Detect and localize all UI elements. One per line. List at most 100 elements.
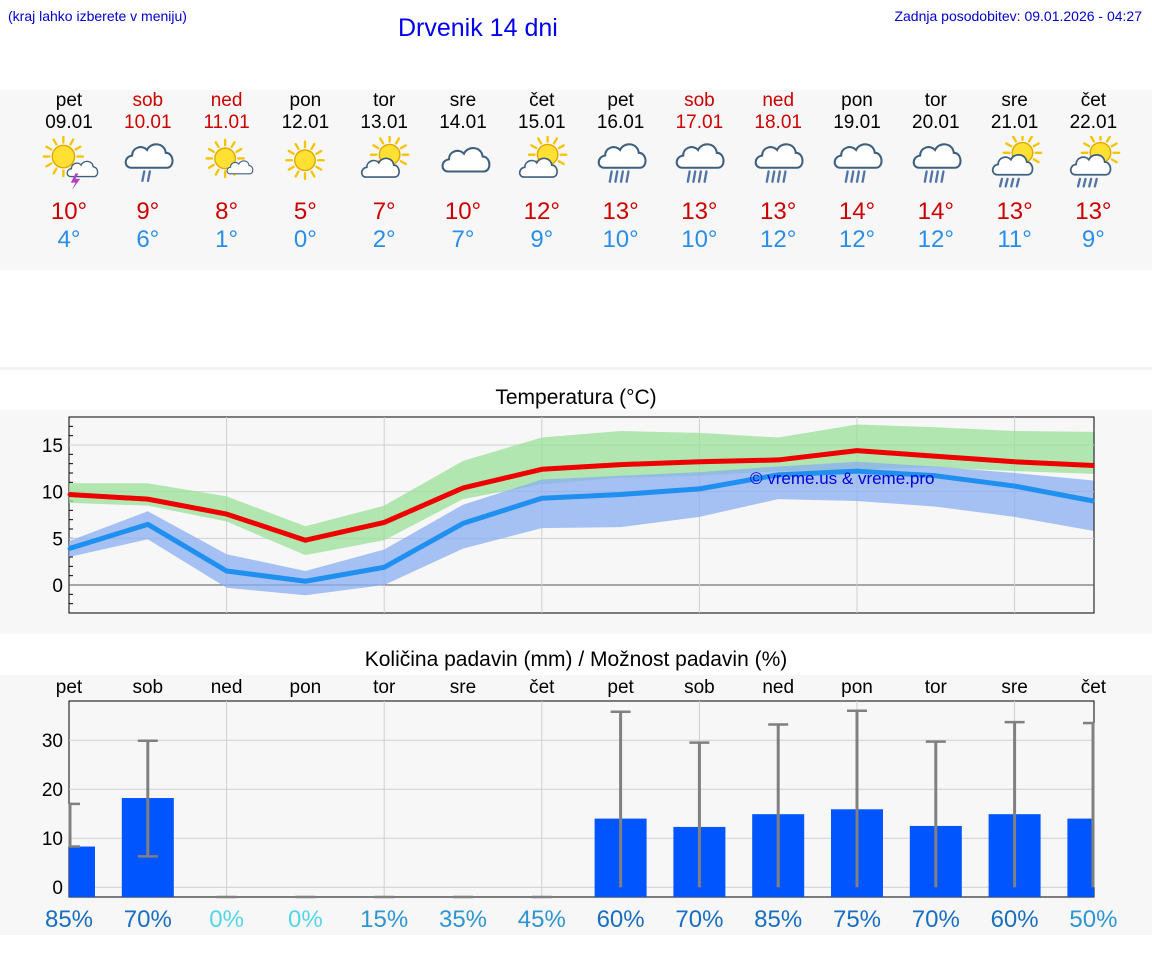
day-date: 12.01 [281, 112, 330, 133]
day-column: sre 14.01 10° 7° [423, 90, 503, 254]
precip-probability: 50% [1069, 906, 1117, 933]
max-temp-point [67, 492, 71, 496]
precip-probability: 45% [518, 906, 566, 933]
day-date: 15.01 [518, 112, 566, 133]
day-column: ned 18.01 13° 12° [738, 90, 818, 254]
day-name: pet [55, 90, 83, 111]
precip-probability: 35% [439, 906, 487, 933]
day-column: čet 15.01 12° 9° [502, 90, 582, 254]
cloud-rain-icon [124, 143, 174, 182]
min-temp: 10° [681, 226, 718, 253]
day-label: tor [925, 677, 948, 698]
day-column: tor 20.01 14° 12° [896, 90, 976, 254]
location-hint: (kraj lahko izberete v meniju) [8, 8, 187, 24]
day-column: pon 19.01 14° 12° [817, 90, 897, 254]
precip-probability: 85% [754, 906, 802, 933]
day-label: pon [290, 677, 322, 698]
min-temp-point [382, 565, 386, 569]
precip-probability: 15% [360, 906, 408, 933]
precip-probability: 75% [833, 906, 881, 933]
day-name: čet [1080, 90, 1107, 111]
day-column: sob 17.01 13° 10° [659, 90, 739, 254]
day-label: tor [373, 677, 396, 698]
max-temp-point [934, 454, 938, 458]
daily-forecast-panel [0, 90, 1152, 270]
precip-probability: 0% [209, 906, 244, 933]
max-temp: 13° [996, 198, 1033, 225]
min-temp: 4° [57, 226, 81, 253]
day-name: sre [1001, 90, 1028, 111]
max-temp-point [146, 497, 150, 501]
watermark: © vreme.us & vreme.pro [750, 469, 934, 488]
min-temp-point [776, 473, 780, 477]
max-temp: 13° [1075, 198, 1112, 225]
max-temp-point [461, 486, 465, 490]
min-temp: 9° [1081, 226, 1105, 253]
min-temp-point [146, 522, 150, 526]
day-date: 18.01 [754, 112, 802, 133]
max-temp-point [1013, 460, 1017, 464]
precip-probability: 70% [912, 906, 960, 933]
day-date: 17.01 [675, 112, 724, 133]
day-column: ned 11.01 8° 1° [187, 90, 267, 254]
max-temp-range [69, 424, 1094, 556]
y-tick-label: 0 [52, 878, 63, 899]
day-column: pet 16.01 13° 10° [581, 90, 661, 254]
min-temp: 10° [602, 226, 639, 253]
min-temp: 6° [136, 226, 160, 253]
sun-icon [285, 140, 326, 181]
y-tick-label: 30 [42, 731, 63, 752]
y-tick-label: 10 [42, 483, 63, 504]
precip-probability: 70% [124, 906, 172, 933]
precip-bar [1067, 818, 1094, 897]
day-label: sob [684, 677, 715, 698]
min-temp-line [68, 468, 1094, 584]
min-temp-point [1013, 484, 1017, 488]
day-name: pon [841, 90, 873, 111]
day-date: 20.01 [912, 112, 960, 133]
max-temp-point [1091, 464, 1095, 468]
max-temp-point [855, 449, 859, 453]
max-temp-point [303, 538, 307, 542]
sun-cloud-rain-icon [991, 136, 1042, 188]
max-temp-point [619, 463, 623, 467]
precipitation-chart-title: Količina padavin (mm) / Možnost padavin … [364, 648, 788, 671]
min-temp-point [540, 496, 544, 500]
day-label: pet [607, 677, 634, 698]
cloud-heavy-rain-icon [754, 143, 804, 183]
day-name: tor [924, 90, 947, 111]
day-name: sre [449, 90, 477, 111]
temperature-chart-title: Temperatura (°C) [495, 386, 657, 409]
day-name: ned [210, 90, 243, 111]
day-column: sob 10.01 9° 6° [108, 90, 188, 254]
min-temp-point [855, 469, 859, 473]
last-update: Zadnja posodobitev: 09.01.2026 - 04:27 [894, 8, 1142, 24]
day-name: sob [132, 90, 164, 111]
day-label: pet [56, 677, 83, 698]
y-tick-label: 20 [42, 780, 63, 801]
day-name: tor [373, 90, 396, 111]
max-temp: 14° [838, 198, 876, 225]
max-temp-point [382, 520, 386, 524]
max-temp: 10° [444, 198, 482, 225]
sun-cloud-icon [361, 136, 410, 178]
day-name: pet [607, 90, 634, 111]
day-label: ned [762, 677, 794, 698]
cloudy-icon [441, 147, 491, 173]
day-date: 21.01 [990, 112, 1039, 133]
day-date: 16.01 [596, 112, 645, 133]
min-temp: 12° [838, 226, 876, 253]
precip-probability: 85% [45, 906, 93, 933]
min-temp-range [69, 461, 1094, 596]
min-temp-point [619, 492, 623, 496]
sun-small-cloud-icon [204, 138, 253, 179]
sun-cloud-rain-icon [1070, 136, 1121, 188]
max-temp-point [776, 458, 780, 462]
min-temp-point [1091, 499, 1095, 503]
min-temp-point [697, 487, 701, 491]
temperature-chart: 0 5 10 15 © vreme.us & vreme.pro [42, 416, 1095, 614]
max-temp: 7° [372, 198, 396, 225]
cloud-heavy-rain-icon [833, 143, 883, 183]
day-column: čet 22.01 13° 9° [1053, 90, 1133, 254]
cloud-heavy-rain-icon [597, 143, 647, 183]
